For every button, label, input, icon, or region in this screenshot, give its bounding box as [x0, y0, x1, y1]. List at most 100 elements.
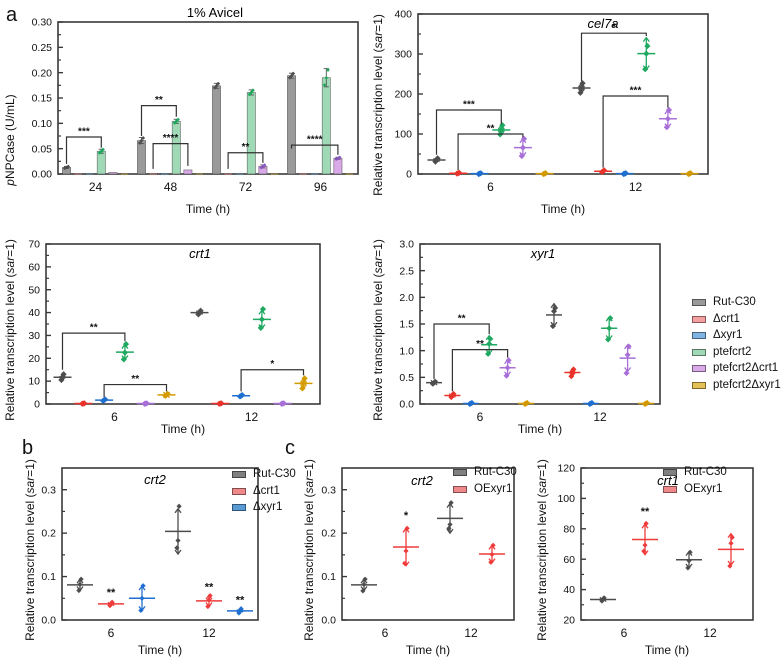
- legend-label: Δxyr1: [713, 329, 743, 341]
- c-crt2-ylabel: Relative transcription level (sar=1): [302, 459, 316, 641]
- crt1-title: crt1: [189, 246, 211, 261]
- legend-label: Rut-C30: [253, 468, 296, 480]
- data-point: [403, 548, 409, 554]
- legend-swatch: [232, 471, 246, 478]
- bar: [195, 173, 204, 176]
- cel7a-title: cel7a: [587, 16, 618, 31]
- avicel-svg: pNPCase (U/mL) 1% Avicel 0.00 0.05 0.10 0.1…: [3, 5, 359, 216]
- data-point: [322, 83, 327, 87]
- legend-item: Rut-C30: [663, 466, 727, 479]
- data-point: [622, 170, 629, 177]
- legend-item: ptefcrt2Δxyr1: [692, 379, 781, 392]
- y-tick-label: 200: [394, 89, 412, 101]
- bar: [171, 120, 181, 175]
- b-crt2-significance-marks: ** ** **: [107, 581, 245, 606]
- data-point: [488, 559, 494, 565]
- data-point: [76, 587, 82, 594]
- legend-item: Δcrt1: [232, 485, 296, 498]
- data-point: [665, 106, 673, 114]
- significance-label: *: [612, 22, 617, 34]
- data-point: [623, 370, 630, 377]
- data-point: [289, 73, 294, 78]
- legend-swatch: [692, 299, 706, 306]
- data-point: [287, 75, 292, 80]
- data-point: [214, 83, 219, 88]
- panel-letter-c: c: [285, 437, 295, 459]
- y-tick-label: 1.5: [399, 319, 414, 331]
- data-point: [624, 351, 631, 358]
- significance-label: **: [107, 587, 116, 599]
- bar: [321, 77, 331, 175]
- y-tick-label: 20: [28, 353, 40, 365]
- data-point: [601, 167, 608, 174]
- data-point: [643, 50, 650, 57]
- data-point: [78, 576, 84, 582]
- x-tick-label: 6: [108, 626, 115, 640]
- data-point: [485, 350, 492, 357]
- bar: [108, 172, 118, 175]
- data-point: [625, 343, 632, 350]
- bar: [148, 173, 158, 176]
- crt1-xaxis: 6 12: [111, 410, 258, 424]
- data-point: [301, 375, 308, 382]
- data-point: [549, 323, 556, 330]
- legend-label: OExyr1: [474, 482, 513, 495]
- legend-swatch: [663, 469, 677, 476]
- significance-label: *: [404, 510, 409, 522]
- crt1-ylabel: Relative transcription level (sar=1): [3, 239, 17, 421]
- bar: [333, 157, 343, 175]
- data-point: [238, 606, 244, 612]
- c-crt2-plot-frame: [341, 467, 515, 621]
- chart-xyr1: Relative transcription level (sar=1) xyr…: [368, 230, 698, 436]
- x-tick-label: 6: [621, 626, 628, 640]
- avicel-yaxis: 0.00 0.05 0.10 0.15 0.20 0.25 0.30: [32, 17, 63, 181]
- data-point: [216, 81, 221, 86]
- data-point: [503, 372, 510, 379]
- bar: [96, 150, 106, 175]
- data-point: [686, 558, 692, 564]
- data-point: [552, 305, 559, 311]
- x-tick-label: 12: [245, 410, 259, 424]
- bar: [160, 173, 170, 176]
- xyr1-svg: Relative transcription level (sar=1) xyr…: [371, 239, 661, 436]
- significance-label: ****: [163, 133, 179, 144]
- y-tick-label: 120: [557, 463, 575, 475]
- x-tick-label: 6: [477, 410, 484, 424]
- data-point: [121, 349, 128, 356]
- legend-swatch: [663, 485, 677, 493]
- data-point: [361, 581, 367, 587]
- significance-label: **: [90, 323, 98, 334]
- chart-crt1-main: Relative transcription level (sar=1) crt…: [0, 230, 370, 436]
- x-tick-label: 12: [202, 626, 216, 640]
- b-crt2-yaxis: 0.0 0.1 0.2 0.3: [41, 484, 67, 627]
- c-crt2-xaxis: 6 12: [382, 626, 478, 640]
- data-point: [139, 138, 144, 143]
- x-tick-label: 12: [703, 626, 717, 640]
- b-crt2-plot-frame: [61, 467, 259, 621]
- significance-label: ***: [630, 86, 642, 97]
- y-tick-label: 0.3: [321, 484, 336, 496]
- legend-label: ptefcrt2Δcrt1: [713, 362, 779, 374]
- c-crt1-xaxis: 6 12: [621, 626, 717, 640]
- data-point: [197, 307, 204, 314]
- legend-main: Rut-C30 Δcrt1 Δxyr1 ptefcrt2 ptefcrt2Δcrt1 pt…: [692, 296, 781, 395]
- crt1-significance-marks: *****: [61, 323, 305, 398]
- b-crt2-xaxis: 6 12: [108, 626, 216, 640]
- y-tick-label: 40: [563, 584, 575, 596]
- significance-label: ****: [307, 135, 323, 146]
- b-crt2-points: [67, 503, 253, 616]
- bar: [120, 173, 129, 176]
- c-crt1-title: crt1: [657, 473, 679, 488]
- data-point: [249, 90, 254, 95]
- y-tick-label: 0: [34, 399, 40, 411]
- legend-swatch: [692, 315, 706, 323]
- chart-cel7a: Relative transcription level (sar=1) cel…: [368, 0, 783, 225]
- legend-swatch: [453, 469, 467, 476]
- significance-label: **: [641, 506, 650, 518]
- b-crt2-xlabel: Time (h): [138, 643, 182, 657]
- data-point: [141, 136, 146, 140]
- xyr1-points: [426, 302, 654, 407]
- b-crt2-title: crt2: [144, 472, 166, 487]
- data-point: [504, 364, 511, 371]
- legend-item: Rut-C30: [453, 466, 517, 479]
